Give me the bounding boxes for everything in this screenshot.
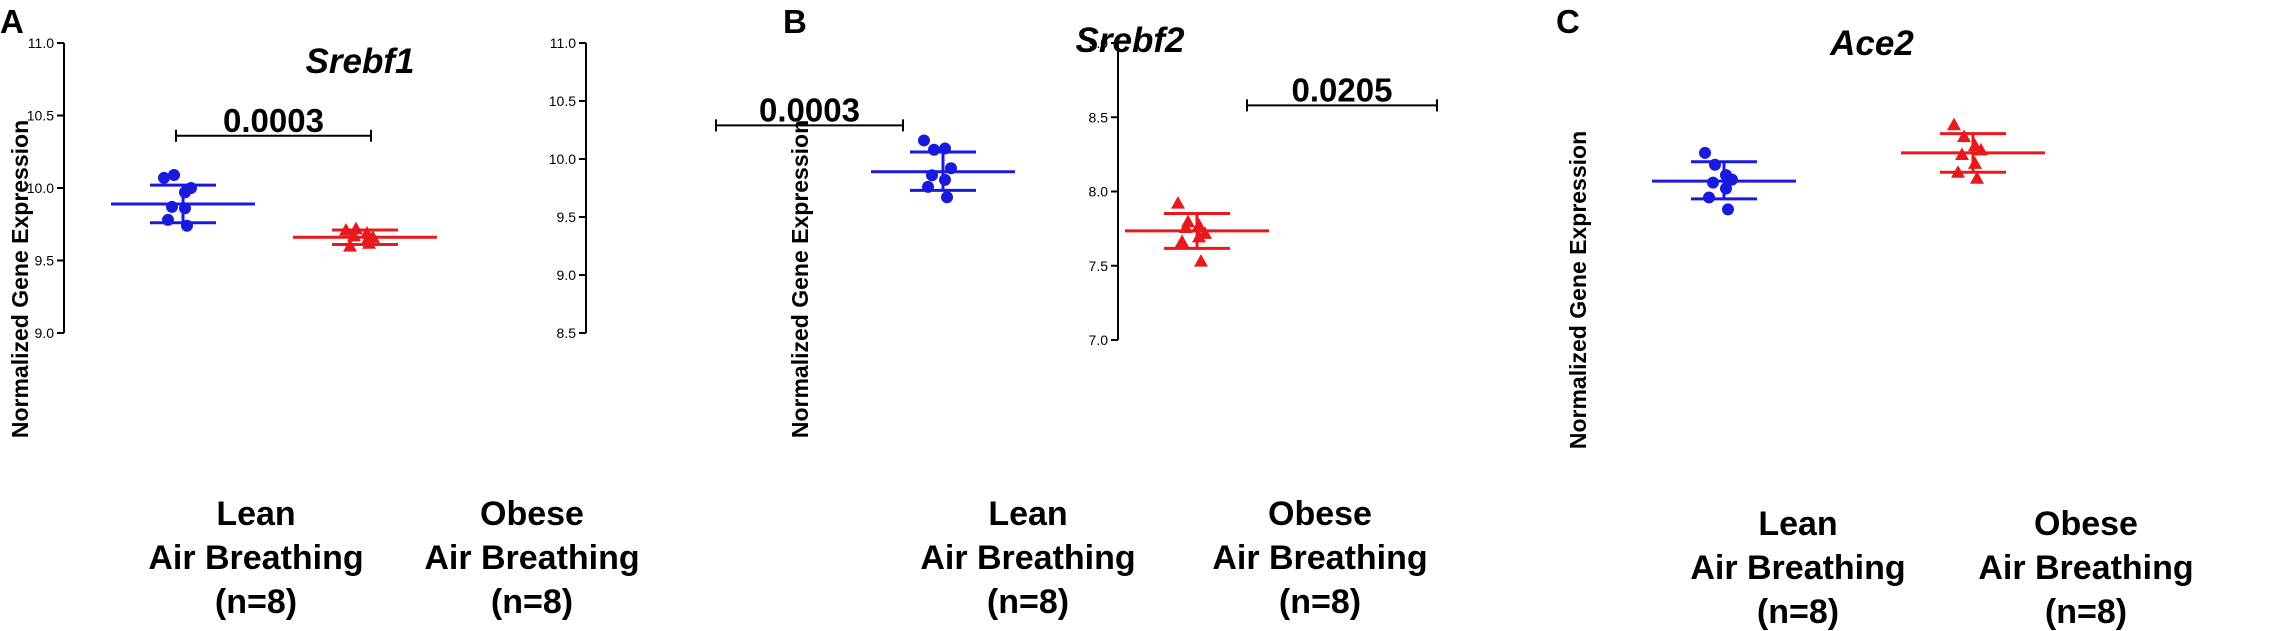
data-point: [181, 219, 193, 232]
category-label-line1: Lean: [988, 495, 1067, 533]
data-point: [926, 169, 938, 182]
p-value-label: 0.0205: [1292, 71, 1393, 108]
y-axis-label: Normalized Gene Expression: [1565, 131, 1591, 449]
data-marks: [1652, 117, 2045, 216]
category-label-line1: Obese: [480, 495, 584, 533]
y-tick-label: 8.5: [1089, 109, 1109, 125]
category-label-line3: (n=8): [1757, 593, 1839, 631]
category-label-line3: (n=8): [491, 583, 573, 621]
data-point: [1951, 165, 1965, 178]
y-axis-label: Normalized Gene Expression: [7, 120, 33, 438]
category-label-line2: Air Breathing: [1212, 539, 1427, 577]
data-point: [1709, 158, 1721, 171]
category-label-line3: (n=8): [1279, 583, 1361, 621]
y-tick-label: 10.0: [27, 180, 54, 196]
category-label-line2: Air Breathing: [424, 539, 639, 577]
significance-bracket: [1246, 99, 1438, 112]
chart-title: Srebf2: [1076, 21, 1185, 60]
p-value-label: 0.0003: [759, 91, 860, 128]
panel-b: B Srebf2 Normalized Gene Expression 8.5 9…: [549, 3, 1428, 621]
data-point: [939, 173, 951, 186]
data-point: [185, 182, 197, 194]
data-point: [941, 191, 953, 204]
y-tick-label: 9.0: [557, 267, 577, 283]
y-tick-label: 8.5: [557, 325, 577, 341]
data-point: [349, 221, 363, 235]
y-tick-label: 9.0: [35, 325, 55, 341]
category-label-line3: (n=8): [215, 583, 297, 621]
category-label-line1: Obese: [2034, 505, 2138, 543]
panel-label: C: [1556, 3, 1580, 40]
category-label-line2: Air Breathing: [920, 539, 1135, 577]
category-label-line1: Obese: [1268, 495, 1372, 533]
category-label-line1: Lean: [1758, 505, 1837, 543]
data-point: [362, 236, 376, 249]
data-point: [1720, 182, 1732, 195]
data-point: [1970, 171, 1984, 184]
data-point: [1726, 173, 1738, 186]
y-tick-label: 8.0: [1089, 184, 1109, 200]
panel-c: C Ace2 Normalized Gene Expression 7.0 7.5…: [1089, 3, 2194, 631]
data-point: [1703, 191, 1715, 204]
data-point: [1957, 129, 1971, 143]
data-point: [1194, 254, 1208, 267]
data-point: [945, 162, 957, 175]
y-ticks: 8.5 9.0 9.5 10.0 10.5 11.0: [549, 35, 586, 341]
y-tick-label: 10.5: [27, 108, 54, 124]
y-tick-label: 7.5: [1089, 258, 1109, 274]
data-point: [343, 239, 357, 252]
data-point: [1192, 229, 1206, 243]
category-label-line2: Air Breathing: [148, 539, 363, 577]
data-point: [1192, 218, 1206, 231]
chart-title: Srebf1: [306, 42, 415, 81]
y-tick-label: 9.5: [35, 253, 55, 269]
y-tick-label: 10.0: [549, 151, 576, 167]
category-label-line3: (n=8): [987, 583, 1069, 621]
y-ticks: 7.0 7.5 8.0 8.5 9.0: [1089, 35, 1118, 348]
data-point: [939, 142, 951, 155]
data-point: [1968, 156, 1982, 169]
data-point: [1707, 176, 1719, 189]
data-marks: [111, 168, 437, 252]
data-point: [166, 200, 178, 213]
y-tick-label: 10.5: [549, 93, 576, 109]
data-point: [1171, 196, 1185, 209]
category-label-line2: Air Breathing: [1690, 549, 1905, 587]
data-point: [918, 134, 930, 147]
data-point: [1947, 117, 1961, 131]
data-point: [339, 223, 353, 236]
data-point: [1699, 146, 1711, 159]
category-label-line3: (n=8): [2045, 593, 2127, 631]
y-tick-label: 9.0: [1089, 35, 1109, 51]
chart-title: Ace2: [1829, 24, 1914, 63]
y-tick-label: 7.0: [1089, 332, 1109, 348]
category-label-line2: Air Breathing: [1978, 549, 2193, 587]
data-point: [1974, 142, 1988, 156]
data-point: [347, 228, 361, 242]
data-point: [162, 213, 174, 226]
p-value-label: 0.0003: [223, 102, 324, 139]
data-point: [1722, 203, 1734, 216]
y-axis-label: Normalized Gene Expression: [787, 120, 813, 438]
y-ticks: 9.0 9.5 10.0 10.5 11.0: [27, 35, 64, 341]
significance-bracket: [175, 129, 372, 142]
panel-a: A Srebf1 Normalized Gene Expression 9.09…: [0, 3, 640, 621]
data-marks: [871, 134, 1269, 267]
data-point: [168, 168, 180, 181]
data-point: [928, 143, 940, 156]
category-label-line1: Lean: [216, 495, 295, 533]
data-point: [179, 202, 191, 215]
data-point: [1179, 220, 1193, 234]
y-tick-label: 11.0: [28, 35, 54, 51]
panel-label: A: [0, 3, 24, 40]
data-point: [922, 180, 934, 193]
significance-bracket: [715, 119, 904, 132]
y-tick-label: 11.0: [550, 35, 576, 51]
data-point: [1175, 234, 1189, 247]
data-point: [158, 171, 170, 184]
panel-label: B: [783, 3, 807, 40]
y-tick-label: 9.5: [557, 209, 577, 225]
data-point: [1955, 147, 1969, 160]
